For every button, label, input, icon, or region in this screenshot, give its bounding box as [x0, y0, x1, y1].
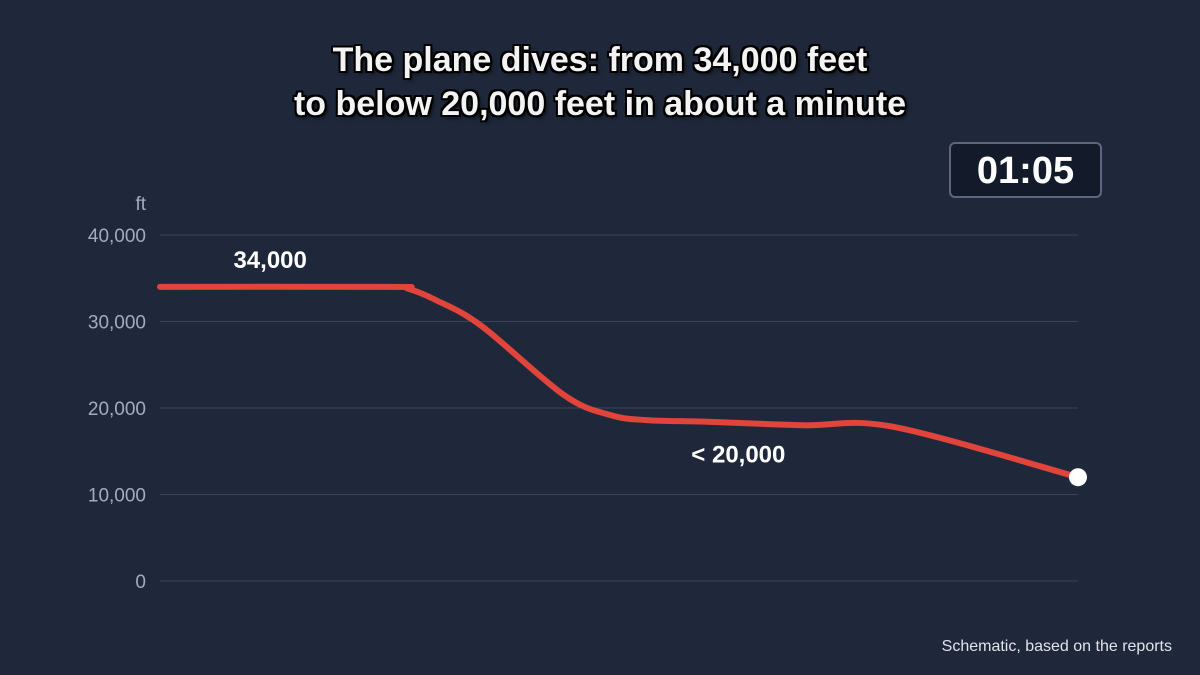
- altitude-series-line: [157, 283, 1081, 481]
- value-annotation: < 20,000: [691, 441, 785, 468]
- footer-note: Schematic, based on the reports: [941, 638, 1172, 655]
- current-position-marker: [1069, 468, 1087, 487]
- y-tick-label: 0: [135, 572, 146, 593]
- value-annotation: 34,000: [233, 247, 306, 274]
- annotations: 34,000 < 20,000: [233, 247, 785, 469]
- y-tick-label: 30,000: [88, 313, 146, 334]
- gridlines: [160, 234, 1078, 582]
- y-tick-label: 10,000: [88, 486, 146, 507]
- title-line-2: to below 20,000 feet in about a minute: [293, 85, 907, 123]
- chart-title: The plane dives: from 34,000 feet to bel…: [0, 38, 1200, 126]
- y-axis-unit-label: ft: [135, 194, 146, 215]
- y-tick-label: 40,000: [88, 226, 146, 247]
- y-tick-label: 20,000: [88, 399, 146, 420]
- title-line-1: The plane dives: from 34,000 feet: [332, 41, 868, 79]
- elapsed-timer: 01:05: [949, 142, 1102, 198]
- series-layer: [157, 283, 1087, 487]
- y-axis-ticks: 0 10,000 20,000 30,000 40,000: [88, 226, 146, 593]
